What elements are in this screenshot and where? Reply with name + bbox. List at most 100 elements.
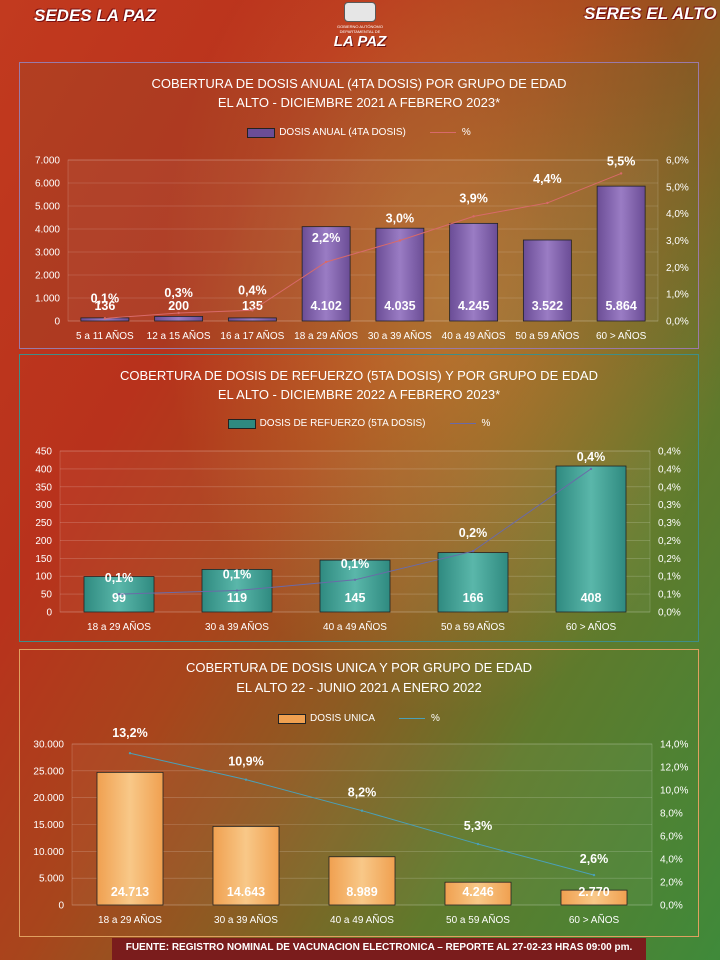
percentage-label: 13,2% — [112, 726, 147, 740]
percentage-label: 0,1% — [91, 291, 120, 305]
x-tick-label: 40 a 49 AÑOS — [323, 620, 387, 633]
y-tick-label: 50 — [41, 590, 53, 601]
bar — [328, 856, 396, 906]
bar — [596, 185, 646, 322]
legend-bar-label: DOSIS DE REFUERZO (5TA DOSIS) — [259, 418, 426, 429]
chart-legend: DOSIS UNICA% — [20, 713, 698, 724]
government-logo-caption: GOBIERNO AUTÓNOMO DEPARTAMENTAL DE — [336, 24, 383, 34]
y2-tick-label: 10,0% — [660, 786, 688, 797]
y2-tick-label: 4,0% — [666, 209, 689, 220]
bar — [560, 889, 628, 906]
y2-tick-label: 3,0% — [666, 236, 689, 247]
percentage-point — [244, 778, 248, 781]
bar-value-label: 24.713 — [111, 885, 149, 899]
percentage-line — [104, 172, 622, 319]
bar-value-label: 3.522 — [532, 299, 563, 313]
percentage-point — [324, 260, 328, 264]
chart-subtitle: EL ALTO 22 - JUNIO 2021 A ENERO 2022 — [236, 680, 482, 695]
government-logo-text: LA PAZ — [333, 33, 387, 50]
y-tick-label: 300 — [35, 500, 52, 511]
percentage-point — [177, 311, 180, 315]
x-tick-label: 60 > AÑOS — [596, 329, 647, 342]
y-tick-label: 5.000 — [35, 202, 60, 213]
percentage-point — [251, 309, 254, 312]
percentage-label: 0,4% — [577, 450, 606, 464]
y2-tick-label: 2,0% — [660, 878, 683, 889]
seres-logo: SERES EL ALTO — [584, 5, 717, 22]
bar-value-label: 4.245 — [458, 299, 489, 313]
x-tick-label: 50 a 59 AÑOS — [441, 620, 505, 633]
x-tick-label: 60 > AÑOS — [569, 913, 620, 926]
chart-title: COBERTURA DE DOSIS DE REFUERZO (5TA DOSI… — [120, 368, 598, 383]
y2-tick-label: 14,0% — [660, 740, 688, 751]
bar — [437, 552, 509, 613]
legend-line-swatch — [429, 132, 456, 133]
y-tick-label: 200 — [35, 536, 52, 547]
y-tick-label: 400 — [35, 464, 52, 475]
y-tick-label: 7.000 — [35, 156, 60, 167]
x-tick-label: 30 a 39 AÑOS — [214, 913, 278, 926]
y-tick-label: 20.000 — [33, 793, 64, 804]
x-tick-label: 50 a 59 AÑOS — [446, 913, 510, 926]
percentage-point — [546, 201, 549, 205]
sedes-logo: SEDES LA PAZ — [34, 6, 156, 25]
percentage-point — [589, 467, 593, 471]
bar-value-label: 5.864 — [605, 299, 636, 313]
bar-value-label: 408 — [581, 591, 602, 605]
y2-tick-label: 0,3% — [658, 518, 681, 529]
bar-value-label: 4.102 — [310, 299, 341, 313]
percentage-point — [353, 578, 357, 581]
sedes-logo-text: SEDES LA PAZ — [34, 6, 156, 25]
chart-subtitle: EL ALTO - DICIEMBRE 2022 A FEBRERO 2023* — [217, 387, 501, 402]
y2-tick-label: 0,4% — [658, 447, 681, 458]
y-tick-label: 2.000 — [35, 271, 60, 282]
chart-legend: DOSIS DE REFUERZO (5TA DOSIS)% — [20, 418, 698, 429]
y2-tick-label: 0,4% — [658, 464, 681, 475]
bar — [301, 226, 351, 322]
percentage-label: 0,4% — [238, 283, 267, 297]
x-tick-label: 30 a 39 AÑOS — [368, 329, 432, 342]
bar — [375, 227, 425, 322]
y-tick-label: 4.000 — [35, 225, 60, 236]
bar — [319, 559, 391, 613]
percentage-label: 0,2% — [459, 526, 488, 540]
y2-tick-label: 0,4% — [658, 482, 681, 493]
y2-tick-label: 6,0% — [660, 832, 683, 843]
x-tick-label: 18 a 29 AÑOS — [87, 620, 151, 633]
y2-tick-label: 0,1% — [658, 590, 681, 601]
percentage-label: 0,1% — [223, 568, 252, 582]
legend-line-label: % — [481, 418, 491, 429]
bar-value-label: 145 — [345, 591, 366, 605]
percentage-point — [472, 215, 475, 218]
bar-value-label: 8.989 — [346, 885, 377, 899]
y2-tick-label: 1,0% — [666, 290, 689, 301]
bar — [522, 239, 572, 322]
x-tick-label: 18 a 29 AÑOS — [294, 329, 358, 342]
x-tick-label: 16 a 17 AÑOS — [220, 329, 284, 342]
percentage-label: 5,3% — [464, 819, 493, 833]
y2-tick-label: 0,0% — [666, 317, 689, 328]
y-tick-label: 30.000 — [33, 740, 64, 751]
chart-subtitle: EL ALTO - DICIEMBRE 2021 A FEBRERO 2023* — [217, 95, 501, 110]
bar — [154, 315, 204, 322]
bar-value-label: 200 — [168, 299, 189, 313]
legend-bar-swatch — [227, 418, 256, 429]
chart-legend: DOSIS ANUAL (4TA DOSIS)% — [20, 127, 698, 138]
percentage-point — [398, 239, 402, 242]
government-logo: GOBIERNO AUTÓNOMO DEPARTAMENTAL DE LA PA… — [324, 2, 396, 50]
y2-tick-label: 5,0% — [666, 182, 689, 193]
y-tick-label: 10.000 — [33, 847, 64, 858]
bar-value-label: 135 — [242, 299, 263, 313]
chart-panel-5ta-dosis: COBERTURA DE DOSIS DE REFUERZO (5TA DOSI… — [19, 354, 699, 642]
y-tick-label: 5.000 — [39, 874, 64, 885]
percentage-point — [103, 317, 107, 320]
y-tick-label: 450 — [35, 447, 52, 458]
legend-bar-swatch — [247, 127, 276, 138]
legend-bar-label: DOSIS UNICA — [310, 713, 376, 724]
y-tick-label: 150 — [35, 554, 52, 565]
coat-of-arms-icon — [344, 2, 376, 22]
percentage-label: 3,0% — [386, 212, 415, 226]
bar-value-label: 119 — [227, 591, 247, 605]
bar — [555, 465, 627, 613]
x-tick-label: 50 a 59 AÑOS — [515, 329, 579, 342]
